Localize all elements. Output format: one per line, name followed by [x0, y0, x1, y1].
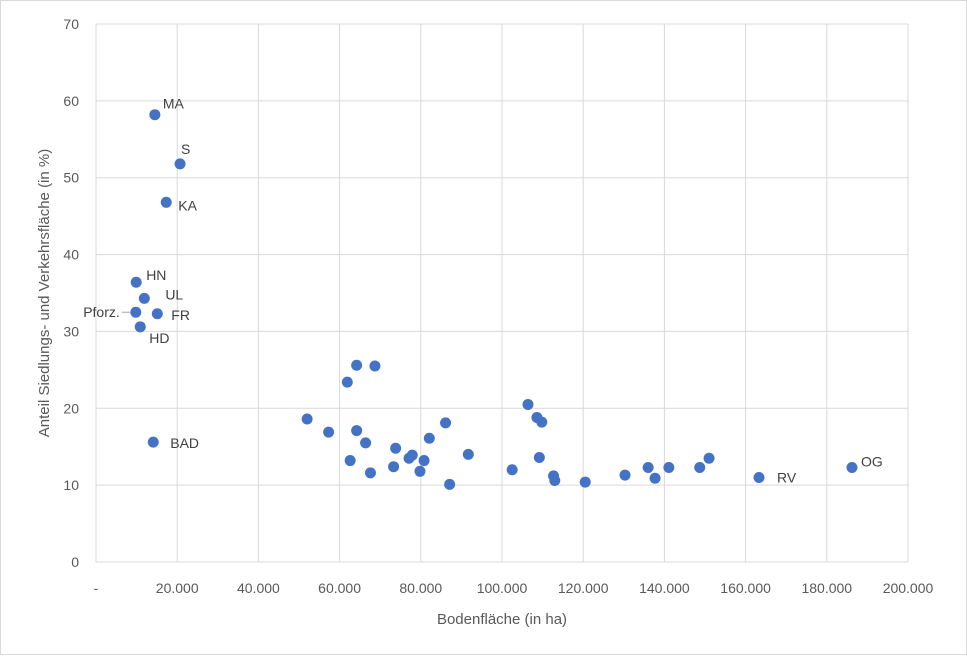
scatter-point: [341, 376, 353, 388]
scatter-point: [579, 476, 591, 488]
scatter-point: [160, 196, 172, 208]
point-label: S: [181, 141, 190, 157]
x-tick-label: 40.000: [237, 580, 280, 596]
scatter-point: [703, 452, 715, 464]
point-label: KA: [178, 197, 197, 213]
scatter-point: [444, 478, 456, 490]
scatter-point: [301, 413, 313, 425]
scatter-point: [694, 461, 706, 473]
scatter-point: [369, 360, 381, 372]
scatter-point: [533, 451, 545, 463]
scatter-point: [462, 448, 474, 460]
y-tick-label: 10: [63, 477, 79, 493]
point-label: UL: [165, 286, 183, 302]
x-tick-label: 160.000: [720, 580, 771, 596]
scatter-point: [506, 464, 518, 476]
y-tick-label: 0: [71, 554, 79, 570]
point-label: HD: [149, 330, 169, 346]
point-label: HN: [146, 267, 166, 283]
scatter-point: [406, 449, 418, 461]
scatter-point: [549, 475, 561, 487]
scatter-point: [344, 455, 356, 467]
gridlines: [95, 23, 909, 563]
scatter-point: [134, 321, 146, 333]
x-axis-title: Bodenfläche (in ha): [437, 611, 567, 628]
scatter-point: [138, 292, 150, 304]
scatter-point: [423, 432, 435, 444]
y-tick-label: 20: [63, 400, 79, 416]
scatter-point: [351, 425, 363, 437]
x-tick-label: 80.000: [399, 580, 442, 596]
scatter-point: [390, 442, 402, 454]
scatter-point: [147, 436, 159, 448]
y-tick-label: 40: [63, 247, 79, 263]
y-tick-label: 60: [63, 93, 79, 109]
scatter-point: [149, 109, 161, 121]
x-tick-label: 60.000: [318, 580, 361, 596]
scatter-point: [846, 461, 858, 473]
scatter-point: [351, 359, 363, 371]
data-points: [130, 109, 858, 490]
scatter-point: [323, 426, 335, 438]
scatter-point: [388, 461, 400, 473]
point-label: OG: [861, 453, 883, 469]
scatter-point: [360, 437, 372, 449]
scatter-point: [753, 471, 765, 483]
x-tick-label: 140.000: [639, 580, 690, 596]
x-axis-tick-labels: - 20.000 40.000 60.000 80.000 100.000 120.000 1…: [94, 580, 934, 596]
point-label: RV: [777, 469, 797, 485]
y-axis-tick-labels: 0 10 20 30 40 50 60 70: [63, 16, 79, 570]
x-tick-label: 20.000: [156, 580, 199, 596]
scatter-point: [522, 398, 534, 410]
y-tick-label: 30: [63, 323, 79, 339]
scatter-point: [130, 276, 142, 288]
scatter-point: [418, 455, 430, 467]
x-tick-label: 180.000: [801, 580, 852, 596]
x-tick-label: -: [94, 580, 99, 596]
x-tick-label: 120.000: [558, 580, 609, 596]
scatter-point: [151, 308, 163, 320]
scatter-point: [130, 306, 142, 318]
scatter-point: [364, 467, 376, 479]
x-tick-label: 200.000: [883, 580, 934, 596]
point-label: FR: [171, 307, 190, 323]
scatter-point: [619, 469, 631, 481]
point-label: BAD: [170, 435, 199, 451]
scatter-point: [642, 461, 654, 473]
scatter-point: [663, 461, 675, 473]
scatter-point: [649, 472, 661, 484]
point-label: MA: [163, 96, 185, 112]
scatter-point: [414, 465, 426, 477]
y-tick-label: 70: [63, 16, 79, 32]
scatter-point: [174, 158, 186, 170]
scatter-point: [536, 416, 548, 428]
point-label: Pforz.: [83, 304, 120, 320]
y-tick-label: 50: [63, 170, 79, 186]
scatter-point: [440, 417, 452, 429]
x-tick-label: 100.000: [477, 580, 528, 596]
y-axis-title: Anteil Siedlungs- und Verkehrsfläche (in…: [36, 149, 53, 438]
